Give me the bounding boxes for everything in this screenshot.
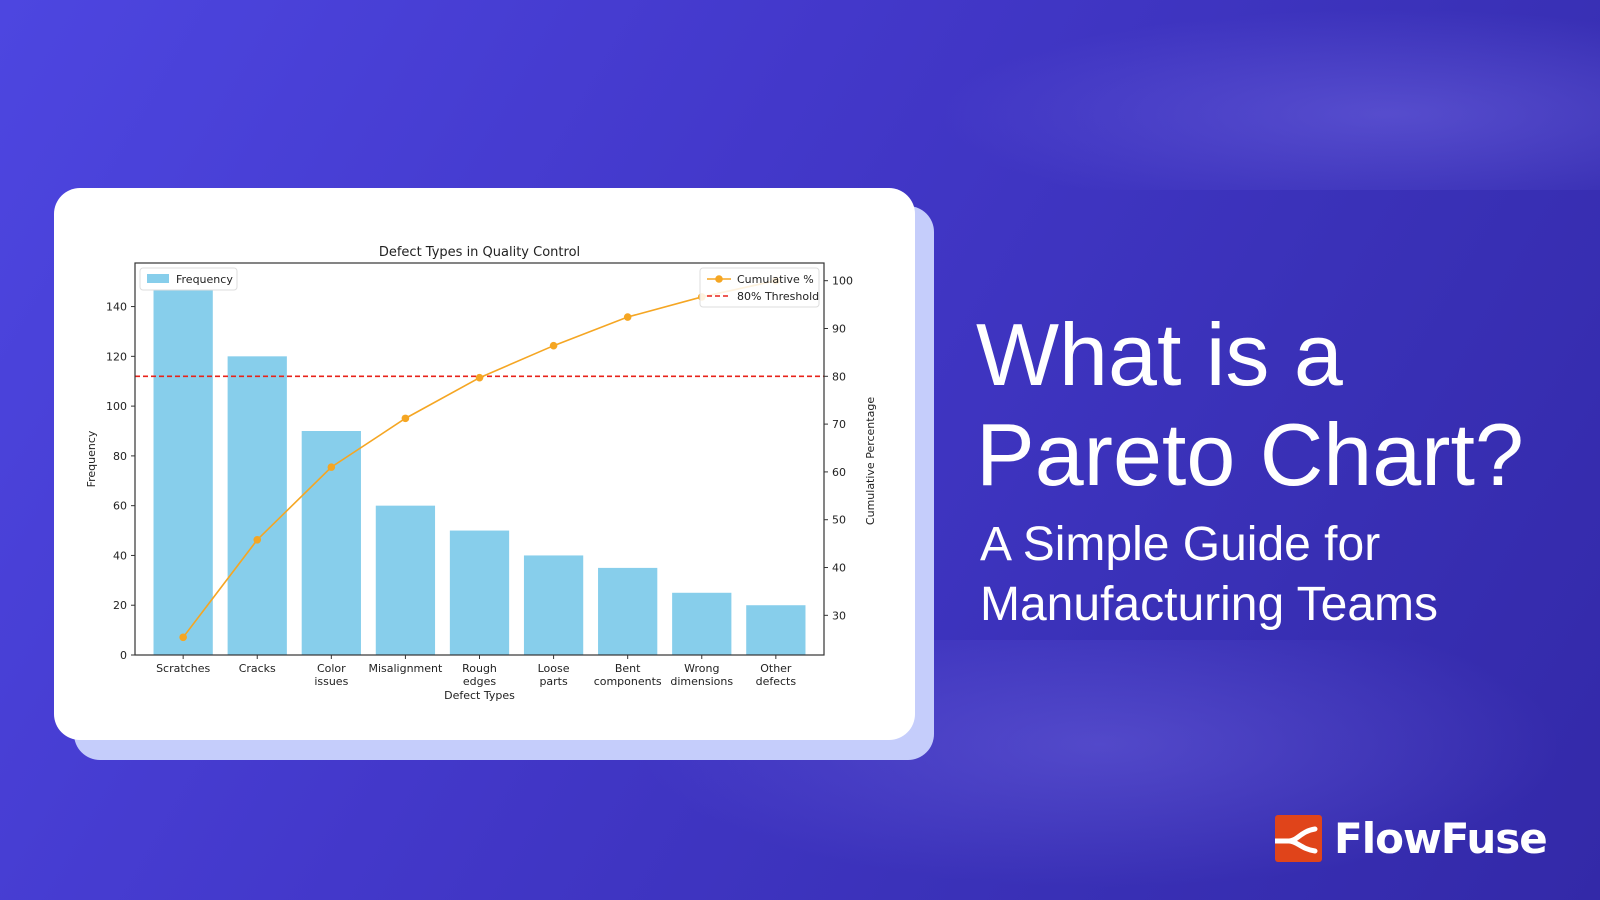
y-tick-label: 80 <box>113 450 127 463</box>
cumulative-point <box>327 463 336 471</box>
x-tick-label: components <box>594 675 662 688</box>
bar <box>598 567 658 655</box>
x-tick-label: Wrong <box>684 662 719 675</box>
subtitle: A Simple Guide for Manufacturing Teams <box>980 515 1560 635</box>
x-axis-label: Defect Types <box>444 689 515 702</box>
legend-left <box>139 267 238 291</box>
cumulative-point <box>475 373 484 382</box>
cumulative-point <box>623 313 632 321</box>
x-tick-label: dimensions <box>670 675 733 688</box>
y2-tick-label: 70 <box>832 418 846 431</box>
headline: What is a Pareto Chart? <box>976 305 1576 505</box>
headline-line1: What is a <box>976 305 1343 404</box>
chart-title: Defect Types in Quality Control <box>379 245 580 260</box>
legend-swatch-frequency <box>147 274 169 283</box>
y-tick-label: 140 <box>106 301 127 314</box>
cumulative-point <box>549 341 558 350</box>
legend-label-frequency: Frequency <box>176 273 233 286</box>
x-tick-label: issues <box>314 675 348 688</box>
y2-axis-label: Cumulative Percentage <box>864 397 877 525</box>
y-tick-label: 0 <box>120 649 127 662</box>
x-tick-label: Rough <box>462 662 497 675</box>
flowfuse-logo: FlowFuse <box>1275 814 1548 863</box>
cumulative-point <box>401 414 410 423</box>
x-tick-label: edges <box>463 675 497 688</box>
y2-tick-label: 40 <box>832 562 846 575</box>
legend-label-cumulative: Cumulative % <box>737 273 814 286</box>
x-tick-label: parts <box>539 675 568 688</box>
bar <box>375 505 436 655</box>
cumulative-point <box>179 633 187 642</box>
bar <box>746 605 806 655</box>
x-tick-label: Other <box>760 662 792 675</box>
bar <box>153 281 213 655</box>
x-tick-label: Scratches <box>156 662 210 675</box>
subtitle-line2: Manufacturing Teams <box>980 578 1439 631</box>
legend-marker-cumulative <box>715 275 723 283</box>
y2-tick-label: 90 <box>832 322 846 335</box>
background-wave <box>900 0 1600 190</box>
y2-tick-label: 80 <box>832 370 846 383</box>
y2-tick-label: 100 <box>832 275 853 288</box>
y-tick-label: 120 <box>106 350 127 363</box>
x-tick-label: Color <box>317 662 346 675</box>
subtitle-line1: A Simple Guide for <box>980 518 1381 571</box>
y2-tick-label: 50 <box>832 514 846 527</box>
brand-name: FlowFuse <box>1334 814 1548 863</box>
bar <box>523 555 584 655</box>
cumulative-point <box>253 535 262 544</box>
x-tick-label: Bent <box>615 662 641 675</box>
legend-right <box>699 267 820 308</box>
y-tick-label: 100 <box>106 400 127 413</box>
bar <box>672 592 732 655</box>
headline-line2: Pareto Chart? <box>976 405 1524 504</box>
bar <box>227 356 287 655</box>
flowfuse-logo-icon <box>1275 815 1322 862</box>
x-tick-label: Cracks <box>239 662 276 675</box>
legend-label-threshold: 80% Threshold <box>737 290 819 303</box>
bar <box>449 530 510 655</box>
y-tick-label: 20 <box>113 599 127 612</box>
y-tick-label: 40 <box>113 549 127 562</box>
y-axis-label: Frequency <box>85 430 98 487</box>
pareto-chart: 0 20 40 60 80 100 120 140 30 40 50 60 70 80 90 100 Scrat… <box>85 245 877 702</box>
x-tick-label: Loose <box>538 662 570 675</box>
y2-tick-label: 60 <box>832 466 846 479</box>
x-tick-label: Misalignment <box>368 662 443 675</box>
y-tick-label: 60 <box>113 500 127 513</box>
y2-tick-label: 30 <box>832 609 846 622</box>
x-tick-label: defects <box>756 675 797 688</box>
